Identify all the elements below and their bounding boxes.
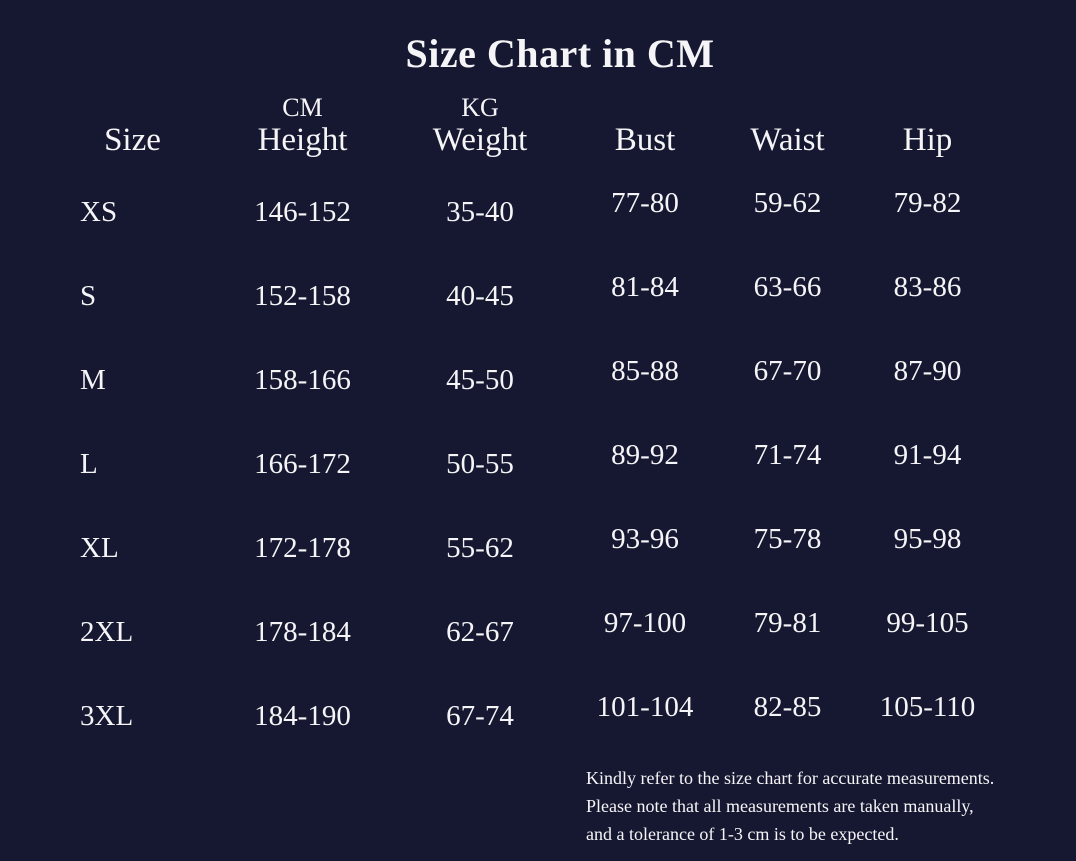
- cell-height: 184-190: [254, 699, 351, 732]
- table-row: XL 172-178 55-62 93-96 75-78 95-98: [60, 506, 1010, 590]
- cell-hip: 79-82: [893, 186, 962, 219]
- disclaimer-line: Please note that all measurements are ta…: [586, 796, 974, 816]
- cell-bust: 77-80: [611, 186, 679, 219]
- cell-hip: 87-90: [893, 354, 962, 387]
- header-size: Size: [60, 86, 205, 158]
- cell-size: XS: [80, 195, 118, 228]
- cell-hip: 91-94: [893, 438, 962, 471]
- header-height-unit: CM: [282, 93, 323, 123]
- cell-size: S: [80, 279, 97, 312]
- table-row: L 166-172 50-55 89-92 71-74 91-94: [60, 422, 1010, 506]
- table-row: 2XL 178-184 62-67 97-100 79-81 99-105: [60, 590, 1010, 674]
- cell-hip: 95-98: [893, 522, 962, 555]
- disclaimer-line: and a tolerance of 1-3 cm is to be expec…: [586, 824, 899, 844]
- cell-size: 3XL: [80, 699, 134, 732]
- cell-size: XL: [80, 531, 119, 564]
- cell-height: 166-172: [254, 447, 351, 480]
- header-bust: Bust: [560, 86, 730, 158]
- header-waist: Waist: [730, 86, 845, 158]
- table-body: XS 146-152 35-40 77-80 59-62 79-82 S 152…: [60, 170, 1010, 758]
- cell-waist: 79-81: [753, 606, 822, 639]
- cell-waist: 67-70: [753, 354, 822, 387]
- cell-waist: 71-74: [753, 438, 822, 471]
- cell-bust: 93-96: [611, 522, 679, 555]
- cell-height: 152-158: [254, 279, 351, 312]
- page-title: Size Chart in CM: [405, 31, 715, 76]
- cell-waist: 82-85: [753, 690, 822, 723]
- cell-bust: 85-88: [611, 354, 679, 387]
- cell-hip: 99-105: [886, 606, 969, 639]
- header-bust-label: Bust: [614, 121, 676, 158]
- cell-weight: 50-55: [446, 447, 514, 480]
- cell-weight: 35-40: [446, 195, 514, 228]
- header-weight-label: Weight: [432, 121, 528, 158]
- cell-weight: 40-45: [446, 279, 514, 312]
- cell-hip: 83-86: [893, 270, 962, 303]
- cell-bust: 101-104: [596, 690, 694, 723]
- header-weight-unit: KG: [461, 93, 499, 123]
- cell-height: 158-166: [254, 363, 351, 396]
- header-waist-label: Waist: [750, 121, 825, 158]
- header-height: CM Height: [205, 86, 400, 158]
- measurement-disclaimer: Kindly refer to the size chart for accur…: [586, 764, 1066, 848]
- header-weight: KG Weight: [400, 86, 560, 158]
- cell-waist: 59-62: [753, 186, 822, 219]
- cell-height: 178-184: [254, 615, 351, 648]
- header-height-label: Height: [257, 121, 348, 158]
- disclaimer-line: Kindly refer to the size chart for accur…: [586, 768, 995, 788]
- cell-bust: 89-92: [611, 438, 679, 471]
- table-row: 3XL 184-190 67-74 101-104 82-85 105-110: [60, 674, 1010, 758]
- header-hip-label: Hip: [902, 121, 953, 158]
- cell-height: 146-152: [254, 195, 351, 228]
- table-header-row: Size CM Height KG Weight Bust Waist Hip: [60, 86, 1010, 158]
- cell-weight: 67-74: [446, 699, 514, 732]
- cell-size: 2XL: [80, 615, 134, 648]
- cell-waist: 63-66: [753, 270, 822, 303]
- table-row: XS 146-152 35-40 77-80 59-62 79-82: [60, 170, 1010, 254]
- cell-weight: 45-50: [446, 363, 514, 396]
- header-size-label: Size: [104, 121, 161, 158]
- cell-bust: 97-100: [603, 606, 687, 639]
- table-row: S 152-158 40-45 81-84 63-66 83-86: [60, 254, 1010, 338]
- table-row: M 158-166 45-50 85-88 67-70 87-90: [60, 338, 1010, 422]
- cell-weight: 55-62: [446, 531, 514, 564]
- cell-size: L: [80, 447, 98, 480]
- cell-hip: 105-110: [879, 690, 976, 723]
- cell-weight: 62-67: [446, 615, 514, 648]
- cell-size: M: [80, 363, 106, 396]
- header-hip: Hip: [845, 86, 1010, 158]
- cell-bust: 81-84: [611, 270, 679, 303]
- cell-waist: 75-78: [753, 522, 822, 555]
- cell-height: 172-178: [254, 531, 351, 564]
